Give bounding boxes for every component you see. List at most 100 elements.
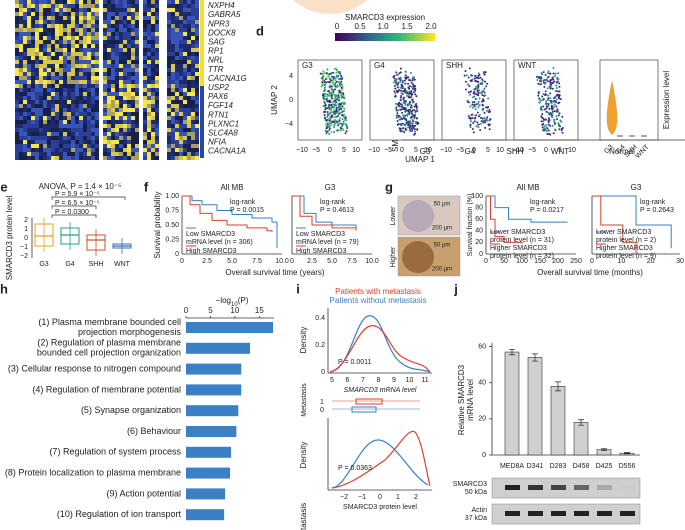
heatmap-cell xyxy=(43,8,47,12)
heatmap-cell xyxy=(63,120,67,124)
heatmap-cell xyxy=(111,8,115,12)
heatmap-cell xyxy=(167,52,171,56)
heatmap-cell xyxy=(127,128,131,132)
heatmap-cell xyxy=(103,120,107,124)
heatmap-cell xyxy=(67,40,71,44)
heatmap-cell xyxy=(71,156,75,160)
heatmap-cell xyxy=(191,100,195,104)
heatmap-cell xyxy=(147,0,151,4)
umap-point xyxy=(481,100,484,103)
violin xyxy=(606,80,618,135)
heatmap-cell xyxy=(155,64,159,68)
heatmap-cell xyxy=(135,72,139,76)
umap-point xyxy=(417,122,420,125)
heatmap-cell xyxy=(187,4,191,8)
umap-point xyxy=(558,82,561,85)
heatmap-cell xyxy=(87,12,91,16)
heatmap-cell xyxy=(19,8,23,12)
heatmap-cell xyxy=(39,140,43,144)
heatmap-cell xyxy=(127,4,131,8)
heatmap-cell xyxy=(119,88,123,92)
heatmap-cell xyxy=(91,136,95,140)
heatmap-cell xyxy=(75,152,79,156)
heatmap-cell xyxy=(23,84,27,88)
umap-point xyxy=(475,125,478,128)
axis-title: SMARCD3 protein level xyxy=(343,504,417,511)
umap-point xyxy=(471,101,474,104)
tick-label: 5.0 xyxy=(327,258,337,265)
heatmap-cell xyxy=(175,52,179,56)
umap-point xyxy=(342,122,345,125)
heatmap-cell xyxy=(131,76,135,80)
tick-label: 5 xyxy=(414,147,418,154)
umap-point xyxy=(338,119,341,122)
heatmap-cell xyxy=(51,28,55,32)
category-label: projection morphogenesis xyxy=(78,327,182,337)
heatmap-cell xyxy=(59,128,63,132)
umap-point xyxy=(472,96,475,99)
umap-point xyxy=(415,121,418,124)
umap-point xyxy=(546,133,549,136)
heatmap-cell xyxy=(183,68,187,72)
heatmap-cell xyxy=(147,136,151,140)
blot-band xyxy=(620,485,635,490)
umap-point xyxy=(402,86,405,89)
heatmap-cell xyxy=(123,124,127,128)
heatmap-cell xyxy=(187,104,191,108)
umap-point xyxy=(342,120,345,123)
heatmap-cell xyxy=(179,96,183,100)
heatmap-cell xyxy=(147,128,151,132)
ihc-tissue xyxy=(402,200,434,232)
heatmap-cell xyxy=(79,60,83,64)
umap-point xyxy=(465,74,468,77)
heatmap-cell xyxy=(187,136,191,140)
heatmap-cell xyxy=(179,8,183,12)
heatmap-cell xyxy=(59,32,63,36)
heatmap-cell xyxy=(103,136,107,140)
heatmap-cell xyxy=(151,8,155,12)
heatmap-cell xyxy=(91,108,95,112)
heatmap-cell xyxy=(87,8,91,12)
heatmap-cell xyxy=(127,100,131,104)
heatmap-cell xyxy=(15,104,19,108)
heatmap-cell xyxy=(175,136,179,140)
umap-point xyxy=(476,121,479,124)
heatmap-cell xyxy=(75,8,79,12)
heatmap-cell xyxy=(151,12,155,16)
axis-title: Overall survival time (years) xyxy=(225,268,324,277)
heatmap-cell xyxy=(71,140,75,144)
blot-band xyxy=(551,511,566,516)
umap-point xyxy=(339,70,342,73)
tick-label: 20 xyxy=(475,239,483,246)
heatmap-cell xyxy=(35,72,39,76)
heatmap-cell xyxy=(123,132,127,136)
heatmap-cell xyxy=(191,112,195,116)
heatmap-cell xyxy=(191,72,195,76)
heatmap-cell xyxy=(103,84,107,88)
heatmap-cell xyxy=(31,12,35,16)
heatmap-cell xyxy=(79,52,83,56)
umap-point xyxy=(395,71,398,74)
heatmap-cell xyxy=(119,68,123,72)
heatmap-cell xyxy=(23,60,27,64)
heatmap-cell xyxy=(31,96,35,100)
blot-band xyxy=(620,511,635,516)
heatmap-cell xyxy=(27,8,31,12)
heatmap-cell xyxy=(15,56,19,60)
tick-label: D283 xyxy=(550,463,567,470)
umap-point xyxy=(542,129,545,132)
heatmap-cell xyxy=(15,88,19,92)
heatmap-cell xyxy=(107,88,111,92)
heatmap-cell xyxy=(87,156,91,160)
umap-point xyxy=(335,80,338,83)
umap-point xyxy=(328,120,331,123)
heatmap-cell xyxy=(195,116,199,120)
umap-point xyxy=(548,113,551,116)
panel-title: WNT xyxy=(518,61,536,70)
heatmap-cell xyxy=(111,144,115,148)
heatmap-cell xyxy=(75,116,79,120)
heatmap-cell xyxy=(171,152,175,156)
tick-label: WNT xyxy=(551,147,569,156)
heatmap-cell xyxy=(71,44,75,48)
heatmap-cell xyxy=(155,8,159,12)
